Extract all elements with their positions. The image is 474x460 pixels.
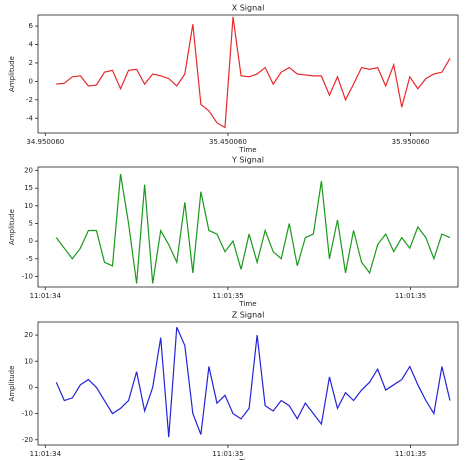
x-tick-label: 11:01:34	[30, 450, 62, 458]
plot-frame	[37, 321, 459, 446]
y-tick-label: 15	[24, 184, 33, 192]
y-tick-label: 5	[29, 219, 33, 227]
x-tick-label: 11:01:35	[395, 292, 426, 300]
signal-line	[55, 326, 451, 438]
y-tick-label: 6	[29, 22, 34, 30]
x-axis-label: Time	[238, 458, 256, 460]
x-tick-label: 11:01:35	[212, 292, 243, 300]
subplot: -20 -10 0 10 20 11:01:34 11:01:35 11:01:35 Z Sig…	[8, 311, 459, 460]
y-tick-label: 10	[24, 202, 33, 210]
chart-title: Y Signal	[231, 156, 264, 165]
y-tick-label: 0	[29, 237, 33, 245]
x-tick-label: 11:01:35	[395, 450, 426, 458]
plot-frame	[37, 14, 459, 134]
subplot: -10 -5 0 5 10 15 20 11:01:34 11:01:35 11:01:35 Y S…	[8, 156, 459, 308]
y-tick-label: 0	[29, 77, 33, 85]
y-tick-label: 20	[24, 331, 33, 339]
y-tick-label: -10	[22, 272, 33, 280]
y-tick-label: -2	[26, 96, 33, 104]
y-tick-label: 2	[29, 59, 33, 67]
x-axis-label: Time	[238, 300, 256, 308]
subplot: -4 -2 0 2 4 6 34.950060 35.450060 35.950060 X Sig…	[8, 4, 459, 154]
x-tick-label: 35.950060	[392, 138, 430, 146]
y-tick-label: -5	[26, 255, 33, 263]
plot-frame	[37, 166, 459, 288]
y-tick-label: 0	[29, 383, 33, 391]
chart-title: X Signal	[232, 4, 265, 13]
signal-line	[55, 173, 451, 284]
y-tick-label: 10	[24, 357, 33, 365]
x-axis-label: Time	[238, 146, 256, 154]
y-axis-label: Amplitude	[8, 209, 16, 245]
y-tick-label: -20	[22, 436, 33, 444]
y-tick-label: 4	[29, 41, 34, 49]
y-axis-label: Amplitude	[8, 366, 16, 402]
y-tick-label: -4	[26, 114, 34, 122]
y-tick-label: -10	[22, 410, 33, 418]
x-tick-label: 35.450060	[209, 138, 247, 146]
y-axis-label: Amplitude	[8, 56, 16, 92]
x-tick-label: 11:01:34	[30, 292, 62, 300]
chart-title: Z Signal	[232, 311, 265, 320]
signal-line	[56, 16, 451, 129]
x-tick-label: 11:01:35	[212, 450, 243, 458]
x-tick-label: 34.950060	[26, 138, 64, 146]
y-tick-label: 20	[24, 167, 33, 175]
